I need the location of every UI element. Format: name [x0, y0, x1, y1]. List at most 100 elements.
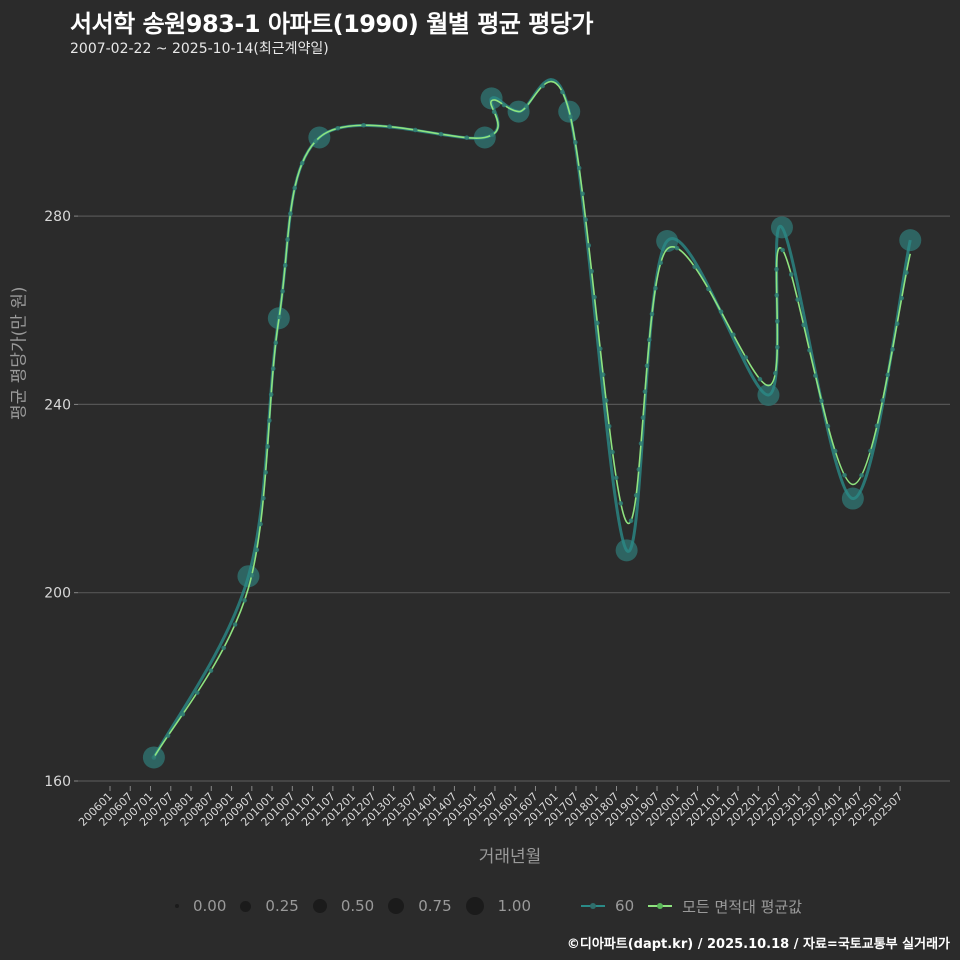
monthly-dot	[618, 501, 624, 506]
y-tick-label: 240	[44, 397, 71, 413]
y-axis-label: 평균 평당가(만 원)	[9, 286, 30, 420]
monthly-dot	[221, 645, 227, 651]
data-point[interactable]	[899, 229, 922, 252]
monthly-dot	[568, 114, 573, 120]
monthly-dot	[595, 320, 600, 326]
y-tick-label: 280	[44, 209, 71, 225]
monthly-dot	[628, 518, 634, 524]
monthly-dot	[313, 138, 318, 144]
monthly-dot	[180, 711, 186, 717]
monthly-dot	[280, 288, 285, 294]
monthly-dot	[603, 398, 609, 403]
legend: 0.00 0.25 0.50 0.75 1.00 60 모든 면적대 평균값	[175, 893, 816, 919]
monthly-dot	[795, 297, 800, 302]
monthly-dot	[780, 247, 785, 253]
legend-label: 60	[615, 897, 635, 915]
monthly-dot	[580, 191, 585, 197]
size-dot-icon	[465, 897, 484, 915]
monthly-dot	[773, 370, 778, 376]
monthly-dot	[592, 294, 597, 300]
monthly-dot	[743, 355, 749, 360]
size-dot-icon	[175, 904, 179, 908]
monthly-dot	[644, 363, 650, 369]
monthly-dot	[775, 345, 780, 350]
monthly-dot	[718, 309, 724, 314]
monthly-dot	[261, 495, 266, 501]
monthly-dot	[299, 160, 305, 166]
legend-label: 모든 면적대 평균값	[682, 897, 803, 916]
monthly-dot	[597, 346, 603, 352]
size-dot-icon	[388, 898, 405, 914]
monthly-dot	[813, 373, 818, 378]
monthly-dot	[265, 444, 270, 449]
legend-size-100: 1.00	[465, 897, 532, 915]
monthly-dot	[894, 321, 900, 327]
y-tick-label: 200	[44, 586, 71, 602]
monthly-dot	[642, 389, 648, 394]
monthly-dot	[292, 185, 298, 191]
y-tick-label: 160	[44, 774, 71, 790]
monthly-dot	[285, 237, 290, 242]
monthly-dot	[576, 165, 582, 171]
legend-series-60: 60	[581, 897, 634, 915]
monthly-dot	[501, 102, 507, 108]
monthly-dot	[640, 415, 646, 420]
monthly-dot	[653, 285, 658, 291]
monthly-dot	[335, 125, 341, 131]
monthly-dot	[242, 598, 247, 603]
green-line-icon	[648, 903, 673, 909]
legend-label: 0.25	[265, 897, 299, 915]
legend-size-050: 0.50	[312, 897, 375, 915]
monthly-dot	[904, 270, 909, 275]
chart-subtitle: 2007-02-22 ~ 2025-10-14(최근계약일)	[70, 41, 329, 57]
legend-label: 1.00	[497, 897, 532, 915]
monthly-dot	[258, 521, 263, 527]
legend-label: 0.75	[418, 897, 452, 915]
monthly-dot	[165, 733, 171, 738]
monthly-dot	[890, 347, 895, 352]
monthly-dot	[560, 89, 565, 95]
monthly-dot	[825, 423, 831, 429]
monthly-dot	[600, 372, 606, 377]
monthly-dot	[774, 319, 780, 324]
monthly-dot	[282, 263, 288, 268]
size-dot-icon	[240, 900, 252, 912]
series-60-line	[152, 78, 912, 759]
monthly-dot	[254, 547, 260, 553]
monthly-dot	[606, 423, 612, 429]
monthly-dot	[288, 211, 293, 216]
legend-size-075: 0.75	[388, 897, 452, 915]
monthly-dot	[464, 135, 470, 140]
monthly-dot	[874, 423, 880, 429]
monthly-dot	[859, 473, 864, 478]
legend-label: 0.00	[193, 897, 227, 915]
monthly-dot	[208, 668, 214, 673]
monthly-dot	[610, 449, 615, 455]
monthly-dot	[885, 372, 891, 378]
monthly-dot	[387, 124, 392, 129]
monthly-dot	[832, 448, 838, 454]
monthly-dot	[586, 243, 592, 248]
chart-title: 서서학 송원983-1 아파트(1990) 월별 평균 평당가	[70, 10, 593, 38]
monthly-dot	[638, 441, 644, 446]
monthly-dot	[249, 573, 255, 578]
monthly-dot	[730, 332, 736, 337]
monthly-dot	[868, 448, 873, 454]
monthly-dot	[774, 293, 780, 298]
monthly-dot	[706, 286, 711, 292]
monthly-dot	[636, 467, 642, 472]
footer-credit: ©디아파트(dapt.kr) / 2025.10.18 / 자료=국토교통부 실…	[566, 937, 950, 952]
monthly-dot	[438, 131, 444, 137]
monthly-dot	[613, 475, 619, 481]
size-dot-icon	[312, 899, 327, 913]
monthly-dot	[491, 109, 497, 115]
monthly-dot	[788, 272, 794, 277]
monthly-dot	[801, 322, 806, 328]
monthly-dot	[633, 492, 639, 498]
legend-label: 0.50	[340, 897, 375, 915]
monthly-dot	[263, 470, 268, 475]
monthly-dot	[273, 340, 279, 346]
monthly-dot	[880, 398, 885, 403]
monthly-dot	[270, 366, 276, 371]
monthly-dot	[524, 104, 529, 109]
